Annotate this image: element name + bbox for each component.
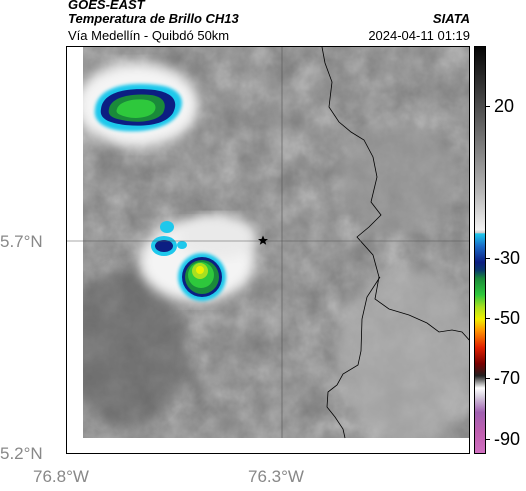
satellite-name: GOES-EAST <box>68 0 145 12</box>
map-canvas <box>67 47 469 439</box>
product-title: Temperatura de Brillo CH13 <box>68 11 239 26</box>
temperature-colorbar <box>474 46 486 454</box>
colorbar-label: -30 <box>494 248 521 268</box>
colorbar-label: -90 <box>494 429 521 449</box>
latitude-label: 5.2°N <box>0 444 43 463</box>
coastline <box>321 47 469 439</box>
satellite-map[interactable] <box>66 46 470 454</box>
colorbar-label: -70 <box>494 368 521 388</box>
colorbar-tick <box>486 318 490 319</box>
colorbar-tick <box>486 106 490 107</box>
longitude-label: 76.8°W <box>33 467 89 486</box>
colorbar-tick <box>486 378 490 379</box>
colorbar-tick <box>486 439 490 440</box>
colorbar-tick <box>486 258 490 259</box>
colorbar-label: 20 <box>494 96 515 116</box>
timestamp-label: 2024-04-11 01:19 <box>368 28 470 43</box>
star-icon <box>258 235 268 245</box>
longitude-label: 76.3°W <box>248 467 304 486</box>
organization-label: SIATA <box>432 11 470 26</box>
brightness-temperature-field <box>83 47 469 438</box>
route-label: Vía Medellín - Quibdó 50km <box>68 28 230 43</box>
latitude-label: 5.7°N <box>0 232 43 251</box>
colorbar-label: -50 <box>494 308 521 328</box>
